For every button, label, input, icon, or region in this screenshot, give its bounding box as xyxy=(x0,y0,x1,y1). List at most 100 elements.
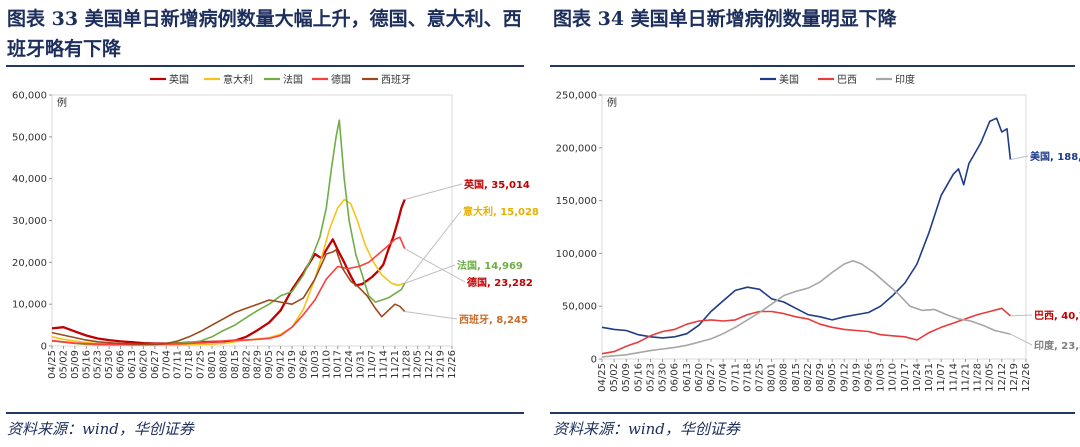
plot-area xyxy=(601,94,1027,360)
x-tick-label: 05/16 xyxy=(81,350,92,379)
x-tick-label: 07/25 xyxy=(196,350,207,379)
x-tick-label: 07/25 xyxy=(754,363,765,392)
source-divider xyxy=(6,412,524,414)
x-tick-label: 10/03 xyxy=(310,350,321,379)
right-chart-panel: 图表 34 美国单日新增病例数量明显下降 0 50,000 100,000 150,0… xyxy=(550,0,1080,447)
y-tick-label: 0 xyxy=(41,342,47,353)
chart-title: 图表 34 美国单日新增病例数量明显下降 xyxy=(553,8,897,30)
x-tick-label: 10/03 xyxy=(876,363,887,392)
x-tick-label: 12/19 xyxy=(1009,363,1020,392)
x-tick-label: 12/12 xyxy=(424,350,435,379)
x-tick-label: 07/04 xyxy=(718,363,729,392)
series-line-3 xyxy=(51,236,406,346)
legend-label: 英国 xyxy=(169,73,189,86)
x-tick-label: 12/19 xyxy=(436,350,447,379)
x-tick-label: 11/14 xyxy=(378,350,389,379)
unit-label: 例 xyxy=(607,96,617,109)
x-tick-label: 11/21 xyxy=(960,363,971,392)
x-tick-label: 09/05 xyxy=(827,363,838,392)
x-tick-label: 08/22 xyxy=(241,350,252,379)
cases-chart-europe: 0 10,000 20,000 30,000 40,000 50,000 60,000 例 04… xyxy=(12,73,539,379)
x-tick-label: 05/09 xyxy=(621,363,632,392)
legend-label: 巴西 xyxy=(837,74,857,86)
legend-label: 意大利 xyxy=(223,73,253,86)
data-label: 美国, 188,830 xyxy=(1030,150,1080,163)
legend-label: 印度 xyxy=(895,73,915,86)
data-label: 西班牙, 8,245 xyxy=(459,313,528,326)
annotation-leader xyxy=(404,210,462,284)
series-line-1 xyxy=(51,198,405,346)
y-tick-label: 200,000 xyxy=(556,143,597,154)
x-tick-label: 09/05 xyxy=(264,350,275,379)
x-tick-label: 08/01 xyxy=(767,363,778,392)
x-tick-label: 10/17 xyxy=(900,363,911,392)
x-tick-label: 11/28 xyxy=(401,350,412,379)
y-tick-label: 50,000 xyxy=(12,132,47,143)
x-tick-label: 06/20 xyxy=(138,350,149,379)
x-tick-label: 10/24 xyxy=(912,363,923,392)
x-tick-label: 07/18 xyxy=(184,350,195,379)
annotation-leader xyxy=(1010,314,1033,317)
x-tick-label: 11/28 xyxy=(973,363,984,392)
legend-label: 美国 xyxy=(779,73,799,86)
x-tick-label: 07/04 xyxy=(161,350,172,379)
x-tick-label: 07/11 xyxy=(173,350,184,379)
x-tick-label: 07/18 xyxy=(742,363,753,392)
x-tick-label: 08/29 xyxy=(815,363,826,392)
legend-label: 西班牙 xyxy=(381,74,411,86)
x-tick-label: 06/27 xyxy=(150,350,161,379)
y-tick-label: 20,000 xyxy=(12,258,47,269)
x-tick-label: 08/08 xyxy=(218,350,229,379)
x-tick-label: 05/02 xyxy=(58,350,69,379)
x-tick-label: 08/29 xyxy=(253,350,264,379)
x-tick-label: 06/20 xyxy=(694,363,705,392)
x-tick-label: 10/31 xyxy=(924,363,935,392)
annotation-leader xyxy=(404,264,456,284)
x-tick-label: 12/26 xyxy=(1021,363,1032,392)
annotation-leader xyxy=(404,183,463,201)
annotation-leader xyxy=(404,248,466,283)
x-tick-label: 05/30 xyxy=(104,350,115,379)
x-tick-label: 08/08 xyxy=(779,363,790,392)
x-tick-label: 08/15 xyxy=(791,363,802,392)
data-label: 法国, 14,969 xyxy=(457,259,523,272)
cases-chart-americas-india: 0 50,000 100,000 150,000 200,000 250,000 例 04/2… xyxy=(556,73,1080,392)
x-tick-label: 04/25 xyxy=(47,350,58,379)
annotation-leader xyxy=(1010,333,1033,346)
annotation-leader xyxy=(404,311,458,320)
x-tick-label: 10/10 xyxy=(888,363,899,392)
x-tick-label: 12/05 xyxy=(985,363,996,392)
x-tick-label: 12/26 xyxy=(447,350,458,379)
x-tick-label: 05/23 xyxy=(645,363,656,392)
x-tick-label: 08/22 xyxy=(803,363,814,392)
x-tick-label: 09/12 xyxy=(276,350,287,379)
x-tick-label: 10/10 xyxy=(321,350,332,379)
data-label: 德国, 23,282 xyxy=(466,276,533,289)
y-tick-label: 50,000 xyxy=(562,302,597,313)
series-line-1 xyxy=(601,307,1011,355)
x-tick-label: 06/13 xyxy=(682,363,693,392)
x-tick-label: 11/07 xyxy=(367,350,378,379)
x-tick-label: 12/12 xyxy=(997,363,1008,392)
x-tick-label: 05/23 xyxy=(93,350,104,379)
x-tick-label: 12/05 xyxy=(413,350,424,379)
x-tick-label: 05/02 xyxy=(609,363,620,392)
x-tick-label: 05/30 xyxy=(658,363,669,392)
x-tick-label: 09/26 xyxy=(298,350,309,379)
title-divider xyxy=(550,65,1075,67)
series-line-0 xyxy=(51,199,406,345)
x-tick-label: 06/13 xyxy=(127,350,138,379)
chart-title: 图表 33 美国单日新增病例数量大幅上升，德国、意大利、西班牙略有下降 xyxy=(7,8,522,60)
data-label: 意大利, 15,028 xyxy=(463,205,539,218)
x-tick-label: 06/06 xyxy=(670,363,681,392)
y-tick-label: 30,000 xyxy=(12,216,47,227)
y-tick-label: 100,000 xyxy=(556,249,597,260)
left-chart-panel: 图表 33 美国单日新增病例数量大幅上升，德国、意大利、西班牙略有下降 0 10,… xyxy=(0,0,539,447)
x-tick-label: 05/09 xyxy=(70,350,81,379)
x-tick-label: 11/14 xyxy=(948,363,959,392)
x-tick-label: 11/07 xyxy=(936,363,947,392)
x-tick-label: 05/16 xyxy=(633,363,644,392)
series-line-4 xyxy=(51,249,406,346)
x-tick-label: 10/31 xyxy=(356,350,367,379)
y-tick-label: 40,000 xyxy=(12,174,47,185)
